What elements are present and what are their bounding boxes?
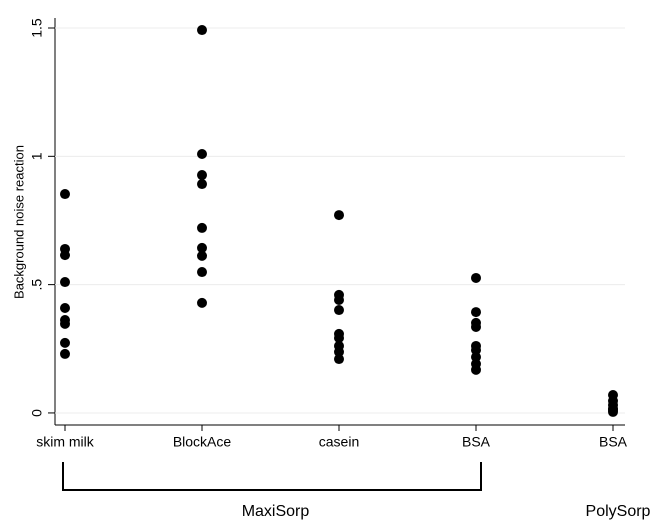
x-tick-label: BlockAce <box>173 434 232 450</box>
group-bracket <box>62 462 482 491</box>
point <box>60 250 70 261</box>
point <box>334 354 344 365</box>
x-tick-label: BSA <box>462 434 491 450</box>
point <box>334 346 344 357</box>
point <box>197 297 207 308</box>
point <box>471 307 481 318</box>
point <box>334 333 344 344</box>
point <box>197 170 207 181</box>
point <box>60 348 70 359</box>
point <box>471 345 481 356</box>
point <box>60 318 70 329</box>
group-label: MaxiSorp <box>242 503 310 520</box>
point <box>60 277 70 288</box>
point <box>197 149 207 160</box>
x-tick-label: casein <box>319 434 359 450</box>
point <box>471 272 481 283</box>
point <box>197 222 207 233</box>
y-tick-label: 0 <box>29 409 45 417</box>
group-label: PolySorp <box>586 503 651 520</box>
point <box>471 364 481 375</box>
point <box>334 305 344 316</box>
y-tick-label: 1 <box>29 152 45 160</box>
point <box>60 337 70 348</box>
point <box>471 351 481 362</box>
point <box>608 406 618 417</box>
point <box>197 242 207 253</box>
point <box>60 189 70 200</box>
x-tick-label: skim milk <box>36 434 95 450</box>
point <box>197 267 207 278</box>
y-axis-title: Background noise reaction <box>11 145 26 299</box>
y-tick-label: .5 <box>29 279 45 291</box>
x-tick-label: BSA <box>599 434 628 450</box>
point <box>197 179 207 190</box>
point <box>60 302 70 313</box>
point <box>197 25 207 36</box>
point <box>471 321 481 332</box>
point <box>334 295 344 306</box>
y-tick-label: 1.5 <box>29 18 45 38</box>
point <box>197 250 207 261</box>
point <box>334 210 344 221</box>
